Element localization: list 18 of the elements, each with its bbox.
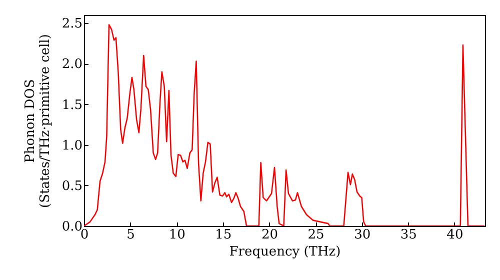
x-axis-title: Frequency (THz) [229, 244, 341, 260]
y-axis-title: Phonon DOS (States/THz·primitive cell) [22, 34, 53, 208]
y-tick-label: 0.5 [62, 178, 82, 194]
line-series [84, 24, 485, 226]
x-tick-label: 5 [126, 228, 135, 242]
x-tick-label: 15 [215, 228, 232, 242]
x-tick-label: 10 [168, 228, 186, 242]
y-tick-label: 2.0 [62, 57, 82, 72]
x-tick-label: 20 [261, 228, 278, 242]
y-tick-label: 0.0 [62, 220, 82, 234]
x-tick-label: 35 [400, 228, 417, 242]
x-tick-label: 40 [446, 228, 464, 242]
y-tick-label: 2.5 [62, 16, 82, 32]
y-tick-label: 1.0 [62, 138, 82, 154]
x-tick-label: 25 [308, 228, 324, 242]
y-tick-label: 1.5 [62, 98, 82, 113]
x-tick-label: 30 [354, 228, 371, 242]
x-tick-label: 0 [80, 228, 89, 242]
